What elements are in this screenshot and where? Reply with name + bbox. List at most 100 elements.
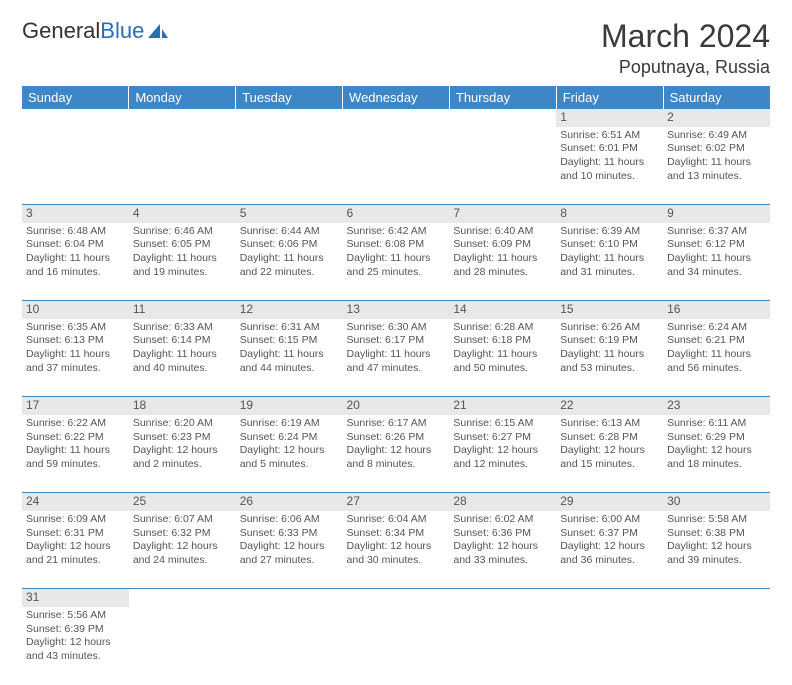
sunrise-text: Sunrise: 6:26 AM: [560, 321, 659, 335]
day-number: 16: [663, 301, 770, 319]
day-number: [236, 109, 343, 127]
day-number: 26: [236, 493, 343, 511]
sunrise-text: Sunrise: 6:51 AM: [560, 129, 659, 143]
sunrise-text: Sunrise: 6:04 AM: [347, 513, 446, 527]
daylight-text: Daylight: 12 hours: [133, 540, 232, 554]
day-cell: Sunrise: 6:40 AMSunset: 6:09 PMDaylight:…: [449, 223, 556, 301]
sunrise-text: Sunrise: 6:17 AM: [347, 417, 446, 431]
day-cell: Sunrise: 6:42 AMSunset: 6:08 PMDaylight:…: [343, 223, 450, 301]
day-cell: Sunrise: 6:15 AMSunset: 6:27 PMDaylight:…: [449, 415, 556, 493]
sunrise-text: Sunrise: 6:06 AM: [240, 513, 339, 527]
daylight-text: Daylight: 11 hours: [26, 444, 125, 458]
day-number: 18: [129, 397, 236, 415]
day-number: 29: [556, 493, 663, 511]
day-detail-row: Sunrise: 5:56 AMSunset: 6:39 PMDaylight:…: [22, 607, 770, 685]
daylight-text: and 25 minutes.: [347, 266, 446, 280]
daylight-text: Daylight: 11 hours: [560, 348, 659, 362]
sunset-text: Sunset: 6:31 PM: [26, 527, 125, 541]
daylight-text: and 36 minutes.: [560, 554, 659, 568]
day-number: 3: [22, 205, 129, 223]
daylight-text: Daylight: 11 hours: [667, 348, 766, 362]
day-cell: Sunrise: 5:58 AMSunset: 6:38 PMDaylight:…: [663, 511, 770, 589]
daylight-text: and 34 minutes.: [667, 266, 766, 280]
sunrise-text: Sunrise: 6:35 AM: [26, 321, 125, 335]
daylight-text: and 21 minutes.: [26, 554, 125, 568]
day-cell: Sunrise: 5:56 AMSunset: 6:39 PMDaylight:…: [22, 607, 129, 685]
day-number: 8: [556, 205, 663, 223]
daylight-text: and 19 minutes.: [133, 266, 232, 280]
daylight-text: Daylight: 11 hours: [667, 156, 766, 170]
sunrise-text: Sunrise: 6:33 AM: [133, 321, 232, 335]
logo: GeneralBlue: [22, 18, 170, 44]
daylight-text: Daylight: 11 hours: [667, 252, 766, 266]
day-number: [343, 589, 450, 607]
sunset-text: Sunset: 6:02 PM: [667, 142, 766, 156]
sunset-text: Sunset: 6:36 PM: [453, 527, 552, 541]
day-cell: Sunrise: 6:06 AMSunset: 6:33 PMDaylight:…: [236, 511, 343, 589]
sunrise-text: Sunrise: 6:37 AM: [667, 225, 766, 239]
sunset-text: Sunset: 6:12 PM: [667, 238, 766, 252]
day-number-row: 12: [22, 109, 770, 127]
daylight-text: and 2 minutes.: [133, 458, 232, 472]
sunset-text: Sunset: 6:19 PM: [560, 334, 659, 348]
daylight-text: Daylight: 11 hours: [240, 348, 339, 362]
sunrise-text: Sunrise: 6:15 AM: [453, 417, 552, 431]
day-cell: Sunrise: 6:30 AMSunset: 6:17 PMDaylight:…: [343, 319, 450, 397]
day-cell: Sunrise: 6:48 AMSunset: 6:04 PMDaylight:…: [22, 223, 129, 301]
day-cell: [343, 127, 450, 205]
sunset-text: Sunset: 6:28 PM: [560, 431, 659, 445]
daylight-text: Daylight: 12 hours: [347, 444, 446, 458]
daylight-text: and 53 minutes.: [560, 362, 659, 376]
daylight-text: and 27 minutes.: [240, 554, 339, 568]
sunset-text: Sunset: 6:05 PM: [133, 238, 232, 252]
weekday-header: Saturday: [663, 86, 770, 109]
day-cell: Sunrise: 6:07 AMSunset: 6:32 PMDaylight:…: [129, 511, 236, 589]
daylight-text: and 30 minutes.: [347, 554, 446, 568]
sunset-text: Sunset: 6:34 PM: [347, 527, 446, 541]
sunset-text: Sunset: 6:04 PM: [26, 238, 125, 252]
daylight-text: and 31 minutes.: [560, 266, 659, 280]
daylight-text: Daylight: 11 hours: [133, 348, 232, 362]
day-number: [22, 109, 129, 127]
sunset-text: Sunset: 6:09 PM: [453, 238, 552, 252]
daylight-text: and 8 minutes.: [347, 458, 446, 472]
day-cell: Sunrise: 6:04 AMSunset: 6:34 PMDaylight:…: [343, 511, 450, 589]
sunrise-text: Sunrise: 5:56 AM: [26, 609, 125, 623]
day-number: [236, 589, 343, 607]
header: GeneralBlue March 2024 Poputnaya, Russia: [22, 18, 770, 78]
day-number: 4: [129, 205, 236, 223]
daylight-text: Daylight: 12 hours: [453, 540, 552, 554]
day-number: 22: [556, 397, 663, 415]
sunset-text: Sunset: 6:08 PM: [347, 238, 446, 252]
daylight-text: and 50 minutes.: [453, 362, 552, 376]
sunrise-text: Sunrise: 6:09 AM: [26, 513, 125, 527]
day-number: [663, 589, 770, 607]
sunrise-text: Sunrise: 6:40 AM: [453, 225, 552, 239]
logo-text-1: General: [22, 18, 100, 43]
weekday-header: Tuesday: [236, 86, 343, 109]
day-cell: Sunrise: 6:51 AMSunset: 6:01 PMDaylight:…: [556, 127, 663, 205]
day-number: 1: [556, 109, 663, 127]
weekday-header: Monday: [129, 86, 236, 109]
sunrise-text: Sunrise: 6:02 AM: [453, 513, 552, 527]
daylight-text: Daylight: 12 hours: [560, 540, 659, 554]
day-cell: [22, 127, 129, 205]
day-cell: Sunrise: 6:37 AMSunset: 6:12 PMDaylight:…: [663, 223, 770, 301]
day-cell: [343, 607, 450, 685]
sunset-text: Sunset: 6:06 PM: [240, 238, 339, 252]
daylight-text: Daylight: 11 hours: [347, 348, 446, 362]
day-detail-row: Sunrise: 6:09 AMSunset: 6:31 PM Daylight:…: [22, 511, 770, 589]
daylight-text: Daylight: 11 hours: [560, 156, 659, 170]
day-cell: Sunrise: 6:28 AMSunset: 6:18 PMDaylight:…: [449, 319, 556, 397]
day-cell: Sunrise: 6:39 AMSunset: 6:10 PMDaylight:…: [556, 223, 663, 301]
sunrise-text: Sunrise: 6:49 AM: [667, 129, 766, 143]
day-detail-row: Sunrise: 6:35 AMSunset: 6:13 PMDaylight:…: [22, 319, 770, 397]
sunset-text: Sunset: 6:29 PM: [667, 431, 766, 445]
daylight-text: and 5 minutes.: [240, 458, 339, 472]
sunrise-text: Sunrise: 6:20 AM: [133, 417, 232, 431]
day-cell: Sunrise: 6:09 AMSunset: 6:31 PMDaylight:…: [22, 511, 129, 589]
day-number: 30: [663, 493, 770, 511]
day-number: [129, 109, 236, 127]
daylight-text: and 39 minutes.: [667, 554, 766, 568]
weekday-header: Sunday: [22, 86, 129, 109]
